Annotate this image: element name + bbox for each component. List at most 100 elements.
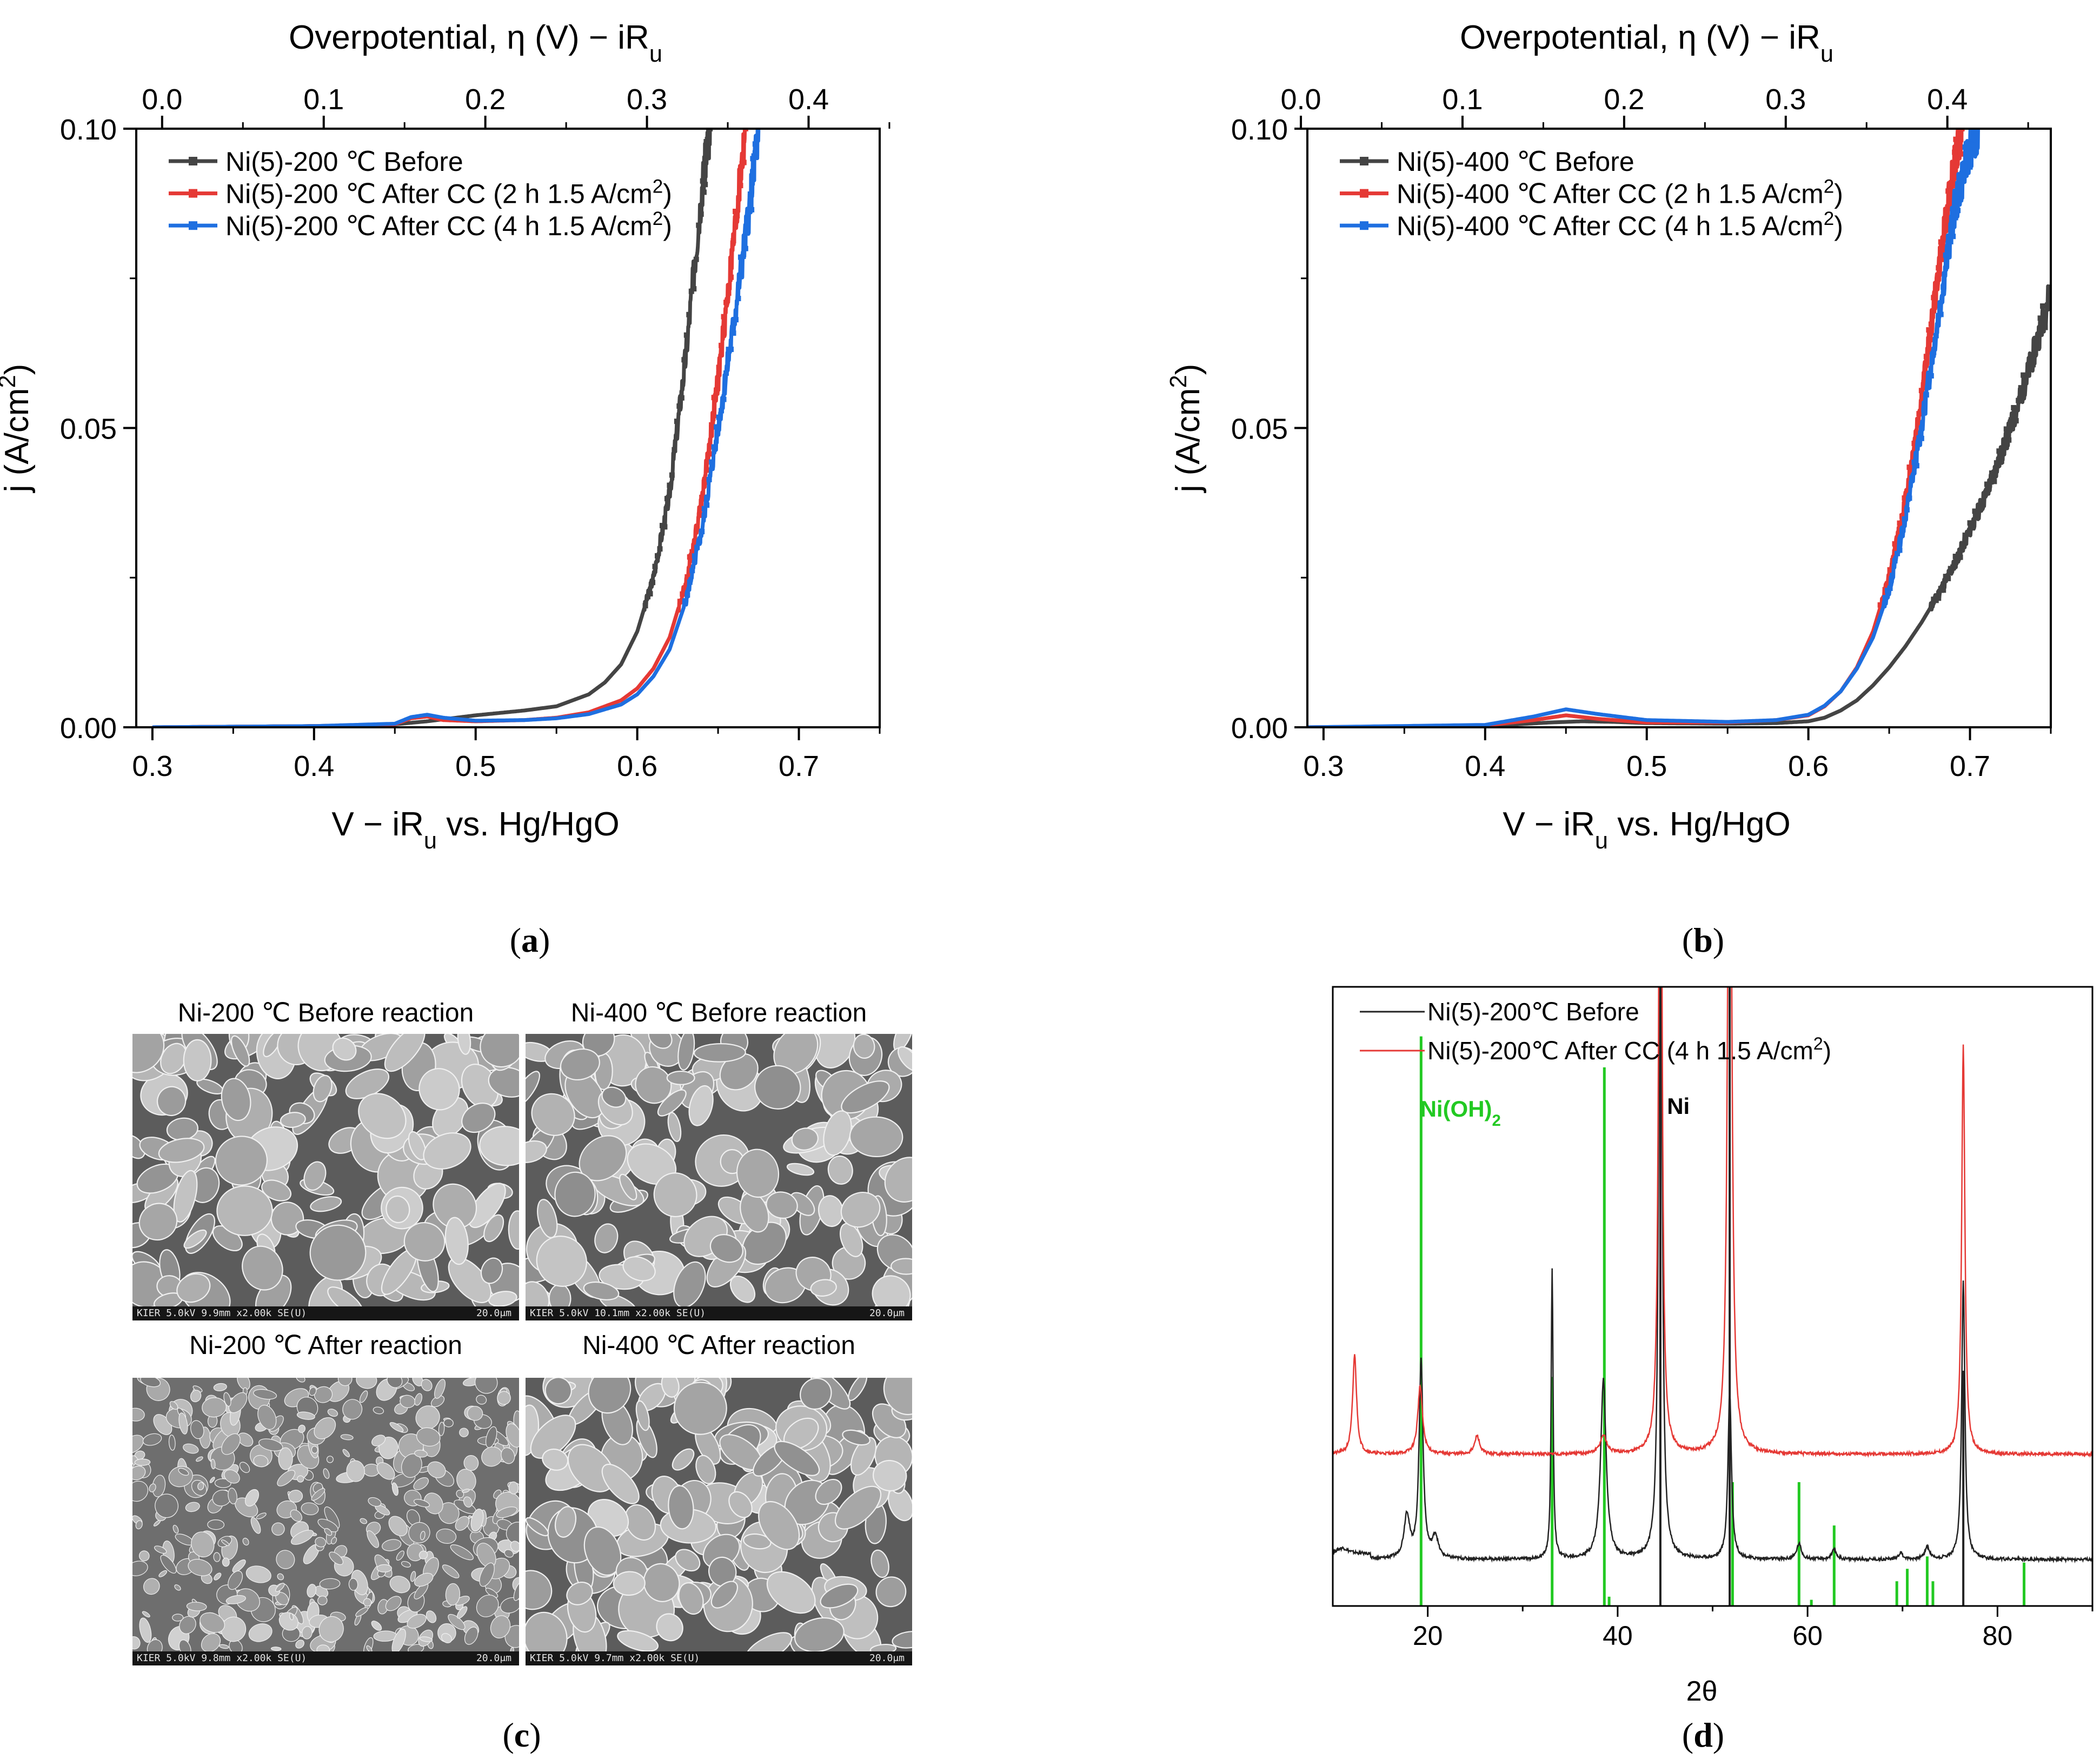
sem-flake <box>257 1404 277 1430</box>
sem-flake <box>504 1549 514 1558</box>
series-marker <box>1970 525 1976 531</box>
sem-flake <box>239 1462 250 1473</box>
sem-flake <box>288 1490 303 1503</box>
sem-flake <box>601 1086 627 1108</box>
sem-flake <box>457 1034 471 1055</box>
series-marker <box>692 541 697 547</box>
sem-flake <box>497 1391 511 1405</box>
sem-flake <box>531 1093 575 1136</box>
series-marker <box>2025 366 2031 372</box>
series-marker <box>1955 142 1961 148</box>
panel-b-letter: (b) <box>1682 921 1724 959</box>
sem-flake <box>132 1636 141 1650</box>
sem-flake <box>872 1459 907 1492</box>
series-marker <box>733 317 739 323</box>
top-tick-label: 0.0 <box>142 83 182 116</box>
sem-flake <box>536 1236 587 1287</box>
series-marker <box>1895 550 1900 556</box>
series-marker <box>1933 333 1939 338</box>
sem-flake <box>250 1517 261 1534</box>
sem-flake <box>766 1571 816 1614</box>
sem-flake <box>371 1435 386 1446</box>
sem-flake <box>490 1615 511 1638</box>
sem-flake <box>391 1482 398 1496</box>
sem-flake <box>678 1582 704 1615</box>
sem-flake <box>245 1565 271 1583</box>
sem-flake <box>774 1441 820 1476</box>
sem-flake <box>657 1089 687 1117</box>
sem-flake <box>420 1531 426 1541</box>
series-marker <box>2035 338 2041 344</box>
y-tick-label: 0.05 <box>1231 413 1288 446</box>
sem-flake <box>427 1461 446 1478</box>
sem-flake <box>173 1170 198 1223</box>
sem-flake <box>506 1522 519 1544</box>
sem-flake <box>168 1435 176 1451</box>
sem-flake <box>729 1276 756 1303</box>
sem-texture <box>132 1034 519 1320</box>
series-marker <box>1916 411 1922 417</box>
series-marker <box>650 580 656 586</box>
sem-flake <box>506 1423 519 1448</box>
sem-flake <box>668 1485 694 1530</box>
series-marker <box>745 216 751 222</box>
sem-flake <box>158 1138 205 1163</box>
sem-flake <box>307 1584 317 1598</box>
series-marker <box>728 274 734 280</box>
sem-flake <box>766 1191 798 1219</box>
series-marker <box>679 395 685 401</box>
sem-flake <box>213 1383 227 1391</box>
series-marker <box>1923 392 1929 398</box>
x-tick-label: 0.3 <box>1303 750 1344 782</box>
series-marker <box>754 150 760 156</box>
series-marker <box>696 538 702 544</box>
sem-flake <box>138 1550 150 1562</box>
sem-flake <box>433 1183 477 1229</box>
top-tick-label: 0.4 <box>788 83 829 116</box>
series-marker <box>752 141 758 147</box>
sem-flake <box>848 1378 868 1401</box>
x-tick-label: 0.6 <box>1788 750 1829 782</box>
sem-flake <box>174 1584 181 1591</box>
sem-title-2: Ni-400 ℃ Before reaction <box>570 999 867 1027</box>
series-marker <box>1962 144 1968 150</box>
sem-flake <box>476 1395 487 1405</box>
series-marker <box>1902 516 1908 522</box>
sem-flake <box>419 1636 433 1642</box>
sem-flake <box>225 1595 246 1604</box>
sem-title-3: Ni-200 ℃ After reaction <box>189 1331 462 1360</box>
series-marker <box>699 494 705 500</box>
sem-flake <box>434 1379 446 1399</box>
sem-flake <box>221 1078 251 1121</box>
sem-flake <box>688 1085 714 1126</box>
series-marker <box>1931 295 1937 301</box>
sem-flake <box>183 1039 212 1081</box>
series-marker <box>1967 164 1973 170</box>
sem-flake <box>342 1449 350 1457</box>
sem-flake <box>386 1195 410 1224</box>
sem-flake <box>800 1378 832 1410</box>
sem-flake <box>438 1502 460 1524</box>
sem-flake <box>850 1437 877 1476</box>
sem-flake <box>414 1450 428 1458</box>
sem-flake <box>132 1408 145 1422</box>
series-marker <box>2032 350 2038 356</box>
sem-flake <box>672 1448 695 1471</box>
sem-flake <box>270 1647 282 1651</box>
top-tick-label: 0.3 <box>627 83 667 116</box>
sem-flake <box>407 1614 427 1629</box>
series-marker <box>1918 435 1924 441</box>
sem-flake <box>890 1258 912 1275</box>
sem-flake <box>327 1409 338 1417</box>
sem-flake <box>326 1456 334 1463</box>
sem-flake <box>416 1427 441 1447</box>
series-marker <box>706 114 712 120</box>
sem-flake <box>410 1571 416 1582</box>
series-marker <box>751 153 757 159</box>
series-marker <box>1957 131 1963 137</box>
sem-flake <box>496 1506 517 1518</box>
sem-flake <box>358 1093 407 1139</box>
sem-flake <box>560 1048 600 1080</box>
sem-flake <box>216 1185 273 1236</box>
sem-flake <box>337 1378 353 1386</box>
